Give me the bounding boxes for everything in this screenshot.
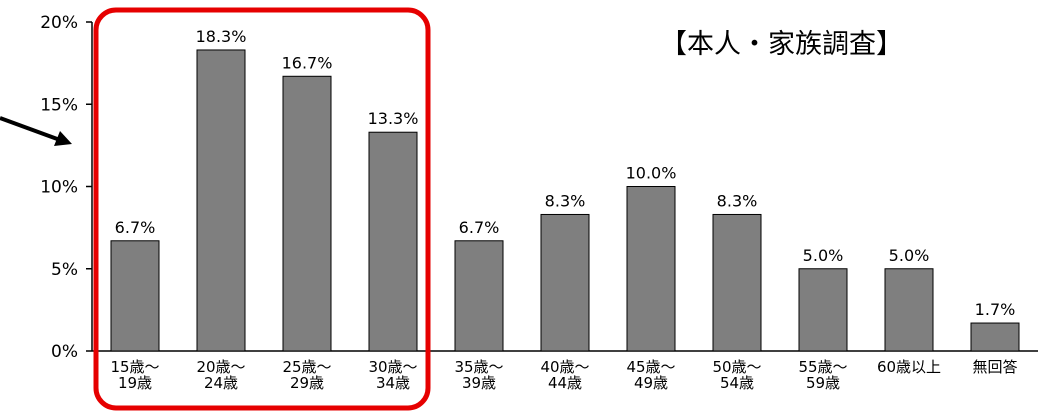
bar: [798, 268, 848, 352]
y-axis: 0% 5% 10% 15% 20%: [40, 13, 1038, 362]
arrow-icon: [0, 116, 72, 146]
data-label: 6.7%: [459, 218, 500, 237]
x-tick-label: 49歳: [634, 374, 668, 392]
bar: [970, 322, 1020, 352]
x-tick-label: 20歳〜: [196, 358, 245, 376]
x-tick-label: 24歳: [204, 374, 238, 392]
data-label: 18.3%: [196, 27, 247, 46]
data-label: 5.0%: [889, 246, 930, 265]
bar: [626, 186, 676, 352]
x-tick-label: 29歳: [290, 374, 324, 392]
y-tick-label: 10%: [40, 178, 78, 198]
bar: [454, 240, 504, 352]
bar: [282, 75, 332, 352]
bar: [196, 49, 246, 352]
x-tick-label: 39歳: [462, 374, 496, 392]
bar: [712, 213, 762, 352]
x-tick-label: 45歳〜: [626, 358, 675, 376]
data-label: 13.3%: [368, 109, 419, 128]
x-tick-label: 44歳: [548, 374, 582, 392]
y-tick-label: 0%: [51, 342, 78, 362]
chart-title: 【本人・家族調査】: [660, 29, 903, 60]
bar: [540, 213, 590, 352]
data-label: 6.7%: [115, 218, 156, 237]
x-axis-labels: 15歳〜19歳20歳〜24歳25歳〜29歳30歳〜34歳35歳〜39歳40歳〜4…: [110, 358, 1017, 392]
x-tick-label: 54歳: [720, 374, 754, 392]
x-tick-label: 50歳〜: [712, 358, 761, 376]
y-tick-label: 20%: [40, 13, 78, 33]
x-tick-label: 30歳〜: [368, 358, 417, 376]
x-tick-label: 59歳: [806, 374, 840, 392]
x-tick-label: 15歳〜: [110, 358, 159, 376]
x-tick-label: 19歳: [118, 374, 152, 392]
data-label: 10.0%: [626, 164, 677, 183]
bar: [368, 131, 418, 352]
x-tick-label: 60歳以上: [877, 358, 941, 376]
x-tick-label: 25歳〜: [282, 358, 331, 376]
bar: [884, 268, 934, 352]
data-label: 1.7%: [975, 300, 1016, 319]
bar: [110, 240, 160, 352]
data-label: 16.7%: [282, 53, 333, 72]
data-label: 5.0%: [803, 246, 844, 265]
x-tick-label: 34歳: [376, 374, 410, 392]
highlight-box: [93, 7, 431, 411]
x-tick-label: 無回答: [972, 358, 1017, 376]
data-label: 8.3%: [545, 191, 586, 210]
x-tick-label: 55歳〜: [798, 358, 847, 376]
data-label: 8.3%: [717, 191, 758, 210]
x-tick-label: 35歳〜: [454, 358, 503, 376]
bars: 6.7% 18.3% 16.7% 13.3% 6.7% 8.3% 10.0% 8.3% 5.0%…: [110, 27, 1020, 352]
y-tick-label: 15%: [40, 95, 78, 115]
y-tick-label: 5%: [51, 260, 78, 280]
x-tick-label: 40歳〜: [540, 358, 589, 376]
